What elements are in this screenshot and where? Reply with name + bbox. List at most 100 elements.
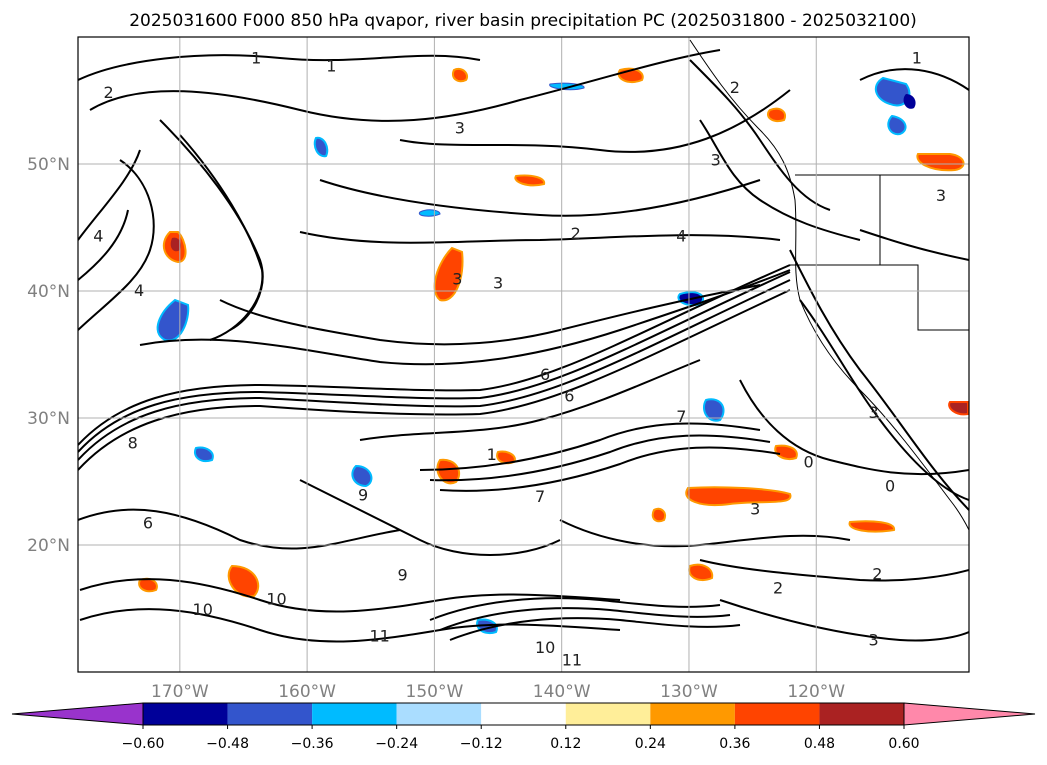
contour-line [78,271,791,453]
precip-blob [948,401,969,416]
contour-line [739,379,969,476]
contour-line [689,59,831,211]
precip-blob [138,577,158,593]
gridlines [78,37,969,672]
contour-label: 1 [487,445,497,464]
lat-tick-label: 20°N [27,536,70,556]
contour-line [399,89,791,153]
border-line [790,264,969,331]
colorbar-tick-label: 0.60 [888,736,919,752]
colorbar-segment [565,703,651,725]
contour-label: 1 [912,49,922,68]
precip-blob [685,486,792,506]
contour-line [89,49,721,122]
contour-label: 3 [711,150,721,169]
contour-line [78,264,791,446]
contour-line [299,231,781,244]
precip-shading [138,67,969,634]
contour-label: 3 [868,630,878,649]
contour-label: 2 [103,83,113,102]
contour-line [78,159,155,331]
lon-tick-label: 170°W [151,682,209,702]
contour-line [78,149,141,241]
contour-line [429,434,771,482]
contour-line [699,559,969,582]
contour-label: 10 [535,638,555,657]
contour-label: 3 [868,403,878,422]
contour-label: 0 [885,477,895,496]
colorbar-segment [734,703,820,725]
colorbar-tick-label: 0.48 [804,736,835,752]
contour-line [78,54,481,81]
lon-tick-label: 130°W [660,682,718,702]
contour-line [79,608,621,643]
contour-label: 2 [872,564,882,583]
lon-tick-label: 140°W [533,682,591,702]
colorbar-segment [650,703,735,725]
colorbar: −0.60 −0.48 −0.36 −0.24 −0.12 0.12 0.24 0.36 0.4… [11,702,1036,752]
contour-line [78,508,401,550]
contour-label: 1 [251,49,261,68]
contour-label: 2 [773,578,783,597]
precip-blob [313,136,329,158]
contour-label: 3 [455,119,465,138]
precip-blob [651,507,666,523]
precip-blob [887,114,907,136]
colorbar-tick-label: 0.24 [635,736,666,752]
contour-line [419,422,761,471]
contour-label: 8 [128,433,138,452]
precip-blob [418,209,441,217]
lon-tick-label: 120°W [787,682,845,702]
precip-blob [916,153,965,172]
contour-label: 6 [564,386,574,405]
contour-line [299,479,561,556]
contour-label: 6 [540,365,550,384]
contour-line [799,299,969,501]
contour-line [449,617,741,641]
precip-blob [688,563,714,582]
contour-label: 6 [143,513,153,532]
precip-blob [156,298,190,342]
lat-tick-label: 30°N [27,409,70,429]
colorbar-frame [142,702,905,726]
contour-line [179,134,264,341]
precip-blob [848,520,895,533]
contour-label: 4 [676,226,686,245]
qvapor-contours [78,49,969,643]
lon-tick-label: 160°W [278,682,336,702]
contour-label: 2 [730,78,740,97]
contour-line [79,578,621,613]
colorbar-segment [312,703,397,725]
contour-line [859,68,969,91]
precip-blob [452,68,468,83]
contour-line [429,597,721,621]
contour-line [219,284,761,346]
contour-label: 9 [397,566,407,585]
contour-label: 3 [493,273,503,292]
contour-line [319,179,761,217]
figure-title: 2025031600 F000 850 hPa qvapor, river ba… [129,11,917,31]
contour-label: 3 [750,500,760,519]
contour-line [719,599,969,642]
precip-blob [514,174,546,187]
contour-label: 7 [535,487,545,506]
colorbar-tick-label: −0.60 [122,736,165,752]
contour-label: 3 [936,186,946,205]
contour-line [439,446,781,492]
colorbar-tick-label: −0.48 [206,736,249,752]
contour-label: 4 [134,281,144,300]
longitude-tick-labels: 170°W 160°W 150°W 140°W 130°W 120°W [151,682,845,702]
precip-blob [903,94,916,109]
precip-blob [766,107,786,122]
colorbar-tick-label: 0.12 [550,736,581,752]
coastline-line [689,39,969,531]
contour-line [359,359,701,441]
contour-label: 3 [452,270,462,289]
precip-blob [874,76,911,107]
precip-blob [194,446,214,462]
map-frame [77,36,970,673]
precip-blob [433,246,464,302]
colorbar-segment [481,703,566,725]
